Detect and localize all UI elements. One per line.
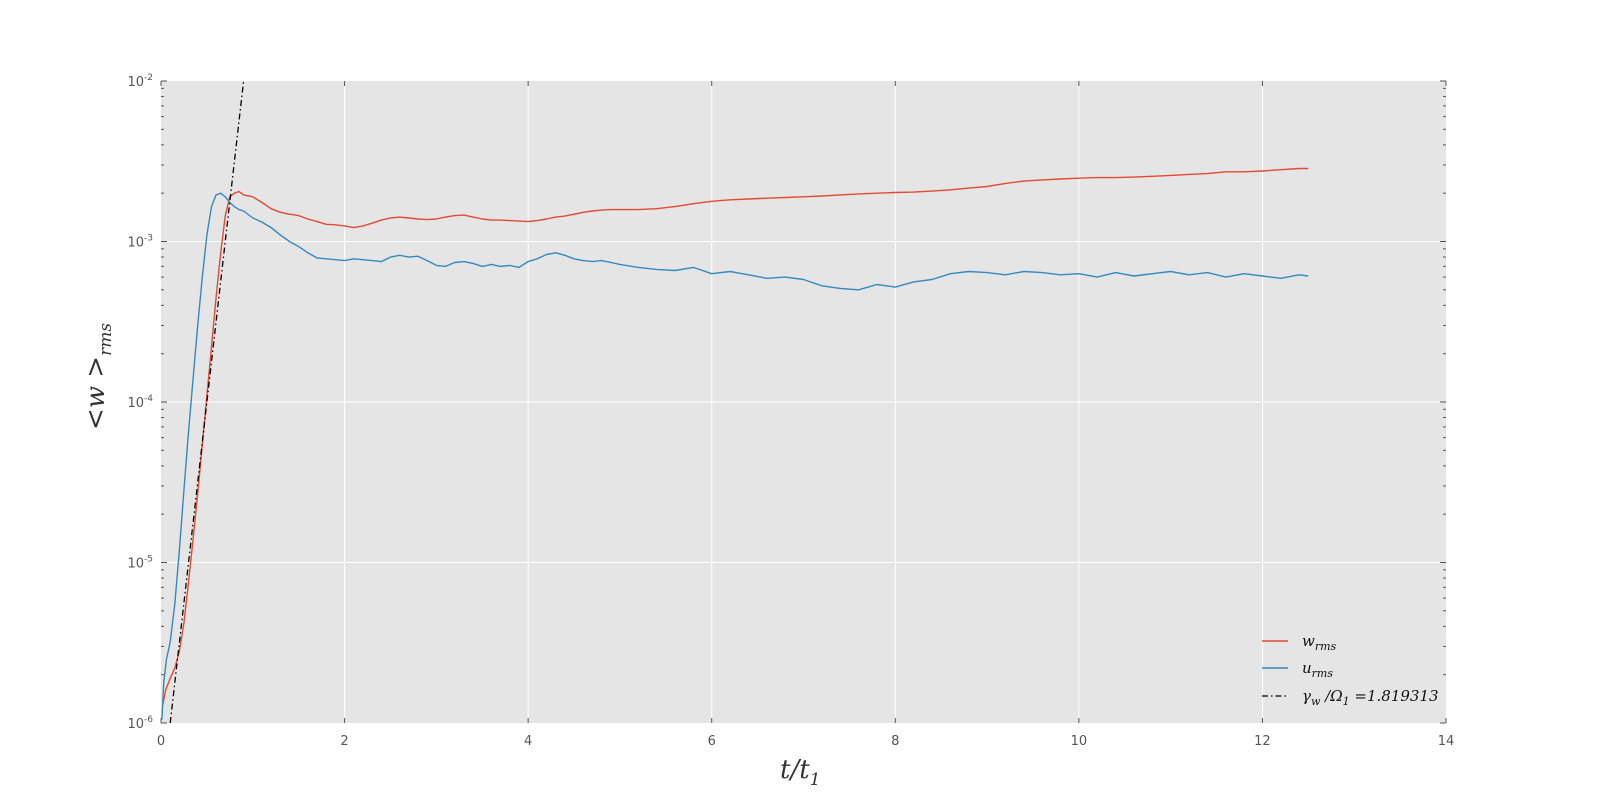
axis-ticks [160, 80, 1447, 724]
y-axis-label: <w >rms [81, 323, 116, 430]
y-axis-label-main: <w > [81, 356, 111, 430]
y-tick-label: 10-4 [127, 394, 153, 411]
legend-label-u-main: u [1302, 659, 1312, 677]
x-tick-label: 2 [340, 734, 348, 749]
x-tick-label: 0 [157, 734, 165, 749]
x-tick-label: 10 [1071, 734, 1088, 749]
grid-lines [161, 81, 1446, 723]
legend-label-gamma-main: γ [1302, 687, 1311, 705]
legend-label-gamma-rest: /Ω [1320, 687, 1342, 705]
legend: wrms urms γw /Ω1 =1.819313 [1262, 632, 1439, 708]
legend-label-gamma-sub: w [1311, 695, 1321, 708]
series-line-1 [161, 192, 1309, 720]
series-line-0 [162, 167, 1309, 705]
x-axis-label-sub: 1 [810, 770, 821, 790]
legend-label-w-sub: rms [1315, 640, 1337, 653]
x-axis-label: t/t1 [780, 755, 820, 790]
x-tick-label: 4 [524, 734, 532, 749]
y-tick-label: 10-6 [127, 715, 153, 732]
legend-label-u-sub: rms [1312, 667, 1334, 680]
legend-label-gamma-sub2: 1 [1343, 695, 1350, 708]
x-tick-label: 14 [1438, 734, 1455, 749]
y-axis-label-sub: rms [96, 323, 116, 356]
y-tick-label: 10-3 [127, 234, 153, 251]
y-tick-label: 10-5 [127, 555, 153, 572]
legend-label-u-rms: urms [1302, 659, 1333, 680]
legend-label-gamma: γw /Ω1 =1.819313 [1302, 687, 1439, 708]
x-tick-label: 6 [708, 734, 716, 749]
x-axis-label-main: t/t [780, 755, 810, 785]
y-tick-label: 10-2 [127, 73, 153, 90]
legend-label-w-main: w [1302, 632, 1315, 650]
x-tick-label: 8 [891, 734, 899, 749]
series-lines [161, 80, 1309, 724]
legend-label-gamma-tail: =1.819313 [1350, 687, 1439, 705]
legend-label-w-rms: wrms [1302, 632, 1337, 653]
x-tick-label: 12 [1254, 734, 1271, 749]
tick-labels: 0 2 4 6 8 10 12 14 10-6 10-5 10-4 10-3 10-2 [127, 73, 1454, 749]
